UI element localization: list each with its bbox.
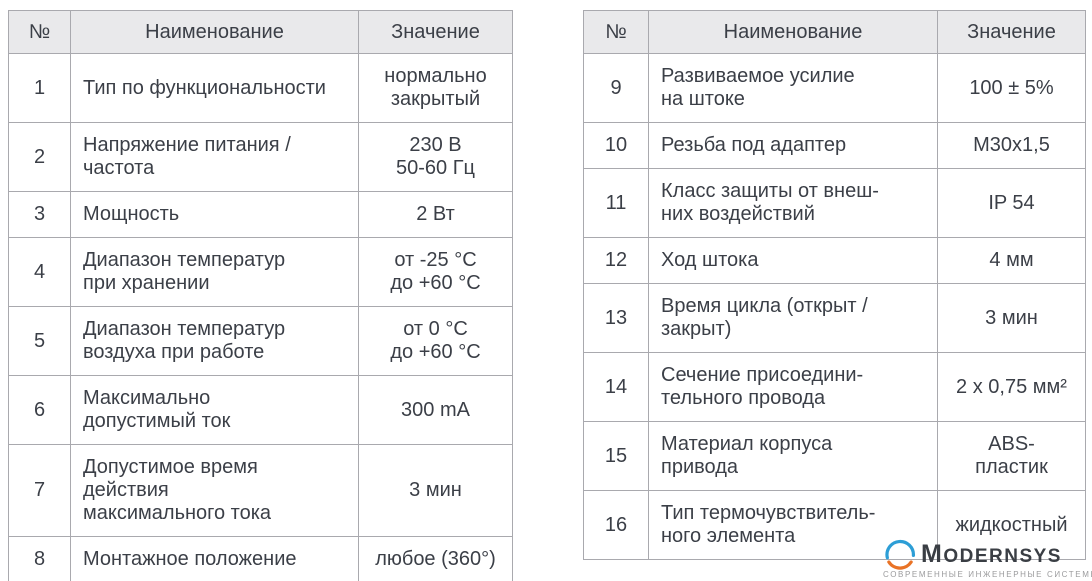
table-row: 11 Класс защиты от внеш- них воздействий…	[583, 168, 1086, 238]
table-row: 4 Диапазон температур при хранении от -2…	[8, 237, 513, 307]
cell-parameter-name: Допустимое время действия максимального …	[70, 444, 359, 537]
cell-row-number: 10	[583, 122, 649, 169]
cell-parameter-name: Максимально допустимый ток	[70, 375, 359, 445]
header-name: Наименование	[70, 10, 359, 54]
cell-row-number: 9	[583, 53, 649, 123]
logo-brand-initial: M	[921, 539, 944, 568]
cell-parameter-name: Развиваемое усилие на штоке	[648, 53, 938, 123]
logo-subtitle: СОВРЕМЕННЫЕ ИНЖЕНЕРНЫЕ СИСТЕМЫ	[883, 570, 1092, 579]
cell-row-number: 14	[583, 352, 649, 422]
table-row: 10 Резьба под адаптер M30x1,5	[583, 122, 1086, 169]
cell-row-number: 12	[583, 237, 649, 284]
cell-parameter-name: Монтажное положение	[70, 536, 359, 581]
table-row: 14 Сечение присоедини- тельного провода …	[583, 352, 1086, 422]
cell-parameter-value: 4 мм	[937, 237, 1086, 284]
cell-row-number: 11	[583, 168, 649, 238]
cell-parameter-value: 3 мин	[358, 444, 513, 537]
logo-brand-text: M ODERNSYS	[891, 540, 1062, 569]
cell-row-number: 2	[8, 122, 71, 192]
cell-row-number: 7	[8, 444, 71, 537]
cell-row-number: 4	[8, 237, 71, 307]
cell-parameter-value: 100 ± 5%	[937, 53, 1086, 123]
cell-parameter-name: Время цикла (открыт / закрыт)	[648, 283, 938, 353]
cell-parameter-value: нормально закрытый	[358, 53, 513, 123]
cell-parameter-value: 300 mA	[358, 375, 513, 445]
cell-parameter-value: ABS- пластик	[937, 421, 1086, 491]
table-row: 9 Развиваемое усилие на штоке 100 ± 5%	[583, 53, 1086, 123]
cell-row-number: 3	[8, 191, 71, 238]
cell-parameter-name: Резьба под адаптер	[648, 122, 938, 169]
spec-table-right: № Наименование Значение 9 Развиваемое ус…	[583, 10, 1086, 560]
cell-row-number: 5	[8, 306, 71, 376]
cell-parameter-value: от 0 °C до +60 °C	[358, 306, 513, 376]
cell-row-number: 16	[583, 490, 649, 560]
table-row: 6 Максимально допустимый ток 300 mA	[8, 375, 513, 445]
table-header-row: № Наименование Значение	[8, 10, 513, 54]
header-number: №	[8, 10, 71, 54]
table-row: 13 Время цикла (открыт / закрыт) 3 мин	[583, 283, 1086, 353]
cell-parameter-name: Ход штока	[648, 237, 938, 284]
cell-row-number: 13	[583, 283, 649, 353]
logo-brand-rest: ODERNSYS	[943, 545, 1062, 567]
cell-parameter-name: Мощность	[70, 191, 359, 238]
table-row: 1 Тип по функциональности нормально закр…	[8, 53, 513, 123]
cell-parameter-name: Тип по функциональности	[70, 53, 359, 123]
modernsys-logo: M ODERNSYS СОВРЕМЕННЫЕ ИНЖЕНЕРНЫЕ СИСТЕМЫ	[883, 539, 1092, 580]
cell-parameter-name: Материал корпуса привода	[648, 421, 938, 491]
cell-parameter-value: 2 x 0,75 мм²	[937, 352, 1086, 422]
spec-table-left: № Наименование Значение 1 Тип по функцио…	[8, 10, 513, 581]
cell-parameter-value: 2 Вт	[358, 191, 513, 238]
table-row: 7 Допустимое время действия максимальног…	[8, 444, 513, 537]
header-name: Наименование	[648, 10, 938, 54]
logo-circle-arcs-icon	[885, 539, 916, 570]
cell-parameter-name: Сечение присоедини- тельного провода	[648, 352, 938, 422]
cell-row-number: 1	[8, 53, 71, 123]
cell-parameter-value: M30x1,5	[937, 122, 1086, 169]
header-number: №	[583, 10, 649, 54]
table-row: 12 Ход штока 4 мм	[583, 237, 1086, 284]
cell-parameter-value: 3 мин	[937, 283, 1086, 353]
cell-parameter-name: Диапазон температур воздуха при работе	[70, 306, 359, 376]
header-value: Значение	[358, 10, 513, 54]
cell-parameter-value: IP 54	[937, 168, 1086, 238]
cell-parameter-value: от -25 °C до +60 °C	[358, 237, 513, 307]
table-row: 5 Диапазон температур воздуха при работе…	[8, 306, 513, 376]
header-value: Значение	[937, 10, 1086, 54]
table-row: 8 Монтажное положение любое (360°)	[8, 536, 513, 581]
table-row: 15 Материал корпуса привода ABS- пластик	[583, 421, 1086, 491]
cell-row-number: 6	[8, 375, 71, 445]
cell-parameter-name: Диапазон температур при хранении	[70, 237, 359, 307]
cell-parameter-value: 230 В 50-60 Гц	[358, 122, 513, 192]
cell-parameter-value: жидкостный	[937, 490, 1086, 560]
table-header-row: № Наименование Значение	[583, 10, 1086, 54]
cell-parameter-value: любое (360°)	[358, 536, 513, 581]
table-row: 2 Напряжение питания / частота 230 В 50-…	[8, 122, 513, 192]
cell-parameter-name: Класс защиты от внеш- них воздействий	[648, 168, 938, 238]
cell-row-number: 15	[583, 421, 649, 491]
table-row: 3 Мощность 2 Вт	[8, 191, 513, 238]
cell-parameter-name: Напряжение питания / частота	[70, 122, 359, 192]
cell-row-number: 8	[8, 536, 71, 581]
